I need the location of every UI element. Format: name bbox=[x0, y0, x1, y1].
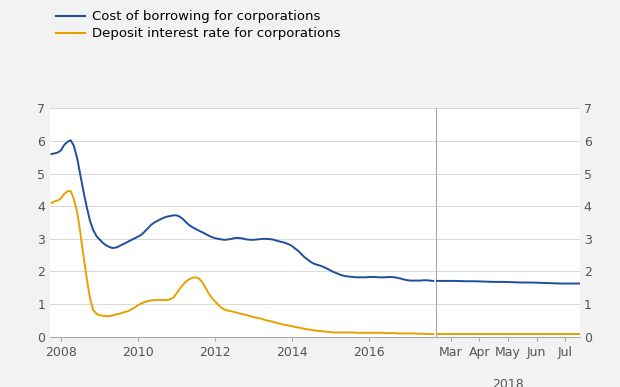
Text: 2018: 2018 bbox=[492, 378, 524, 387]
Legend: Cost of borrowing for corporations, Deposit interest rate for corporations: Cost of borrowing for corporations, Depo… bbox=[56, 10, 340, 40]
